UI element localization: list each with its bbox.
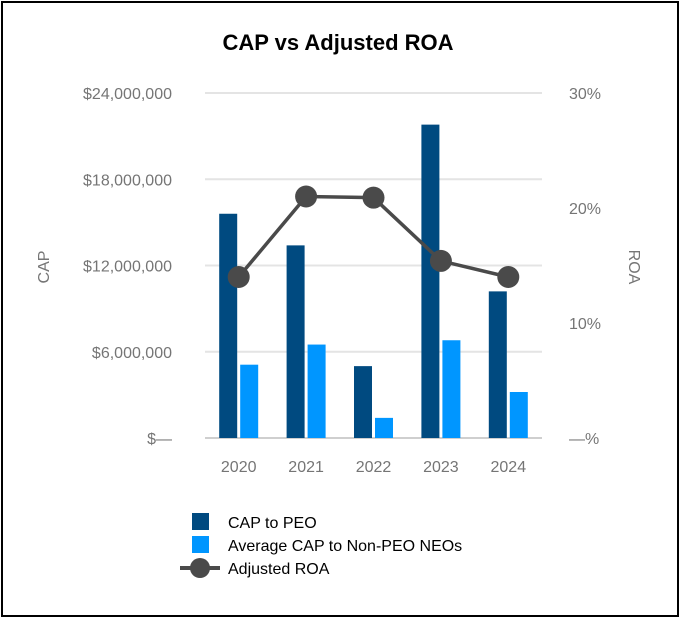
y2-tick-label: —% — [569, 431, 599, 448]
roa-point — [227, 266, 250, 288]
roa-point — [497, 266, 520, 288]
chart-title: CAP vs Adjusted ROA — [222, 30, 453, 55]
legend-marker — [190, 558, 210, 578]
legend: CAP to PEO Average CAP to Non-PEO NEOs Adj… — [180, 513, 462, 578]
roa-point — [429, 249, 452, 272]
x-tick-label: 2021 — [288, 459, 324, 476]
roa-line — [227, 185, 520, 288]
gridlines — [205, 92, 542, 439]
legend-swatch — [192, 513, 209, 530]
legend-label: Average CAP to Non-PEO NEOs — [228, 538, 462, 555]
y-tick-label: $12,000,000 — [83, 259, 172, 276]
bar — [354, 366, 372, 438]
x-tick-label: 2024 — [491, 459, 527, 476]
bar — [509, 392, 528, 438]
bar — [421, 124, 440, 438]
axes: $— $6,000,000 $12,000,000 $18,000,000 $24,00… — [83, 86, 601, 476]
x-tick-label: 2020 — [221, 459, 257, 476]
bar — [307, 344, 326, 438]
bar — [219, 213, 238, 438]
bar — [240, 364, 259, 438]
y2-tick-label: 30% — [569, 86, 601, 103]
y2-tick-label: 20% — [569, 201, 601, 218]
y2-tick-label: 10% — [569, 316, 601, 333]
y-tick-label: $18,000,000 — [83, 172, 172, 189]
roa-point — [295, 185, 318, 208]
y-axis-label: CAP — [36, 251, 53, 284]
legend-label: Adjusted ROA — [228, 561, 330, 578]
bar — [442, 340, 461, 438]
bar — [375, 417, 393, 438]
x-tick-label: 2022 — [356, 459, 392, 476]
legend-swatch — [192, 536, 209, 553]
x-tick-label: 2023 — [423, 459, 459, 476]
y2-axis-label: ROA — [625, 250, 642, 285]
bar — [488, 291, 507, 438]
y-tick-label: $6,000,000 — [92, 345, 172, 362]
bars — [219, 124, 528, 438]
legend-label: CAP to PEO — [228, 515, 317, 532]
y-tick-label: $24,000,000 — [83, 86, 172, 103]
y-tick-label: $— — [147, 431, 172, 448]
roa-point — [362, 186, 385, 209]
bar — [286, 245, 305, 438]
